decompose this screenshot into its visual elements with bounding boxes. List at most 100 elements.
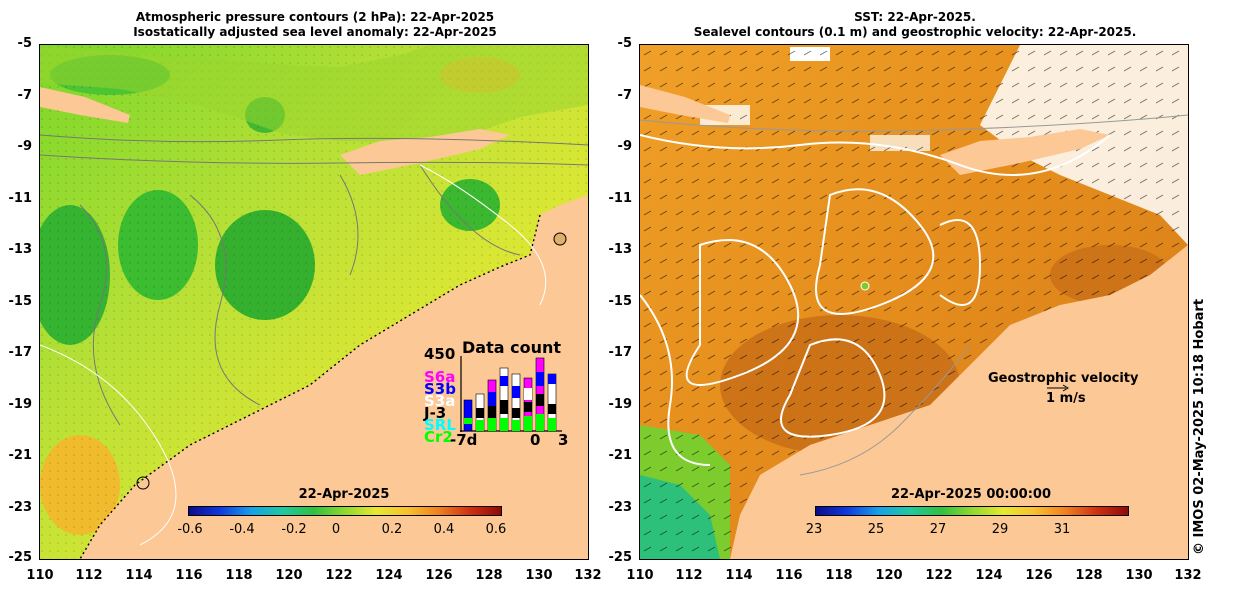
java-island — [40, 87, 130, 123]
sla-cbar-tick: -0.4 — [229, 522, 255, 537]
data-count-histogram — [460, 356, 562, 432]
sla-cbar-tick: -0.2 — [281, 522, 307, 537]
imos-credit: © IMOS 02-May-2025 10:18 Hobart — [1192, 298, 1207, 555]
mission-j3: J-3 — [424, 404, 447, 422]
australia-land — [80, 195, 588, 559]
mission-cr2: Cr2 — [424, 428, 453, 446]
sst-colorbar-date: 22-Apr-2025 00:00:00 — [890, 487, 1052, 502]
sla-colorbar-date: 22-Apr-2025 — [298, 487, 390, 502]
sea-level-anomaly-map[interactable] — [39, 44, 589, 560]
x-tick: 122 — [325, 568, 353, 583]
timor-island — [940, 129, 1110, 175]
y-tick: -5 — [17, 36, 32, 51]
x-tick: 116 — [775, 568, 803, 583]
x-tick: 126 — [1025, 568, 1053, 583]
data-count-ymax: 450 — [424, 345, 456, 363]
sst-map-canvas — [640, 45, 1188, 559]
data-count-title: Data count — [462, 338, 561, 357]
x-tick: 124 — [375, 568, 403, 583]
bathymetry-contours — [640, 114, 1188, 476]
sla-cbar-tick: -0.6 — [177, 522, 203, 537]
left-map-title: Atmospheric pressure contours (2 hPa): 2… — [40, 10, 590, 40]
x-tick: 130 — [525, 568, 553, 583]
sst-feature-marker[interactable] — [860, 281, 870, 291]
x-tick: 114 — [125, 568, 153, 583]
y-tick: -15 — [608, 294, 633, 309]
y-tick: -7 — [617, 88, 632, 103]
sst-cbar-tick: 31 — [1053, 522, 1071, 537]
y-tick: -19 — [8, 397, 33, 412]
sst-map[interactable] — [639, 44, 1189, 560]
mission-s6a: S6a — [424, 368, 456, 386]
y-tick: -11 — [8, 191, 33, 206]
java-island — [640, 85, 730, 123]
y-tick: -21 — [8, 448, 33, 463]
x-tick: 112 — [75, 568, 103, 583]
y-tick: -23 — [8, 500, 33, 515]
y-tick: -9 — [17, 139, 32, 154]
velocity-arrow-icon — [1047, 384, 1069, 392]
mission-s3a: S3a — [424, 392, 456, 410]
x-tick: 110 — [26, 568, 54, 583]
y-tick: -11 — [608, 191, 633, 206]
sst-cbar-tick: 27 — [929, 522, 947, 537]
x-tick: 132 — [1174, 568, 1202, 583]
station-marker[interactable] — [136, 476, 150, 490]
right-map-title: SST: 22-Apr-2025. Sealevel contours (0.1… — [640, 10, 1190, 40]
x-tick: 128 — [475, 568, 503, 583]
y-tick: -5 — [617, 36, 632, 51]
data-count-xlabel-start: -7d — [450, 431, 478, 449]
y-tick: -13 — [8, 242, 33, 257]
shelf-edge-contour — [79, 214, 541, 559]
sla-colorbar-scale — [188, 506, 502, 516]
x-tick: 122 — [925, 568, 953, 583]
sst-cbar-tick: 29 — [991, 522, 1009, 537]
x-tick: 118 — [825, 568, 853, 583]
mission-s3b: S3b — [424, 380, 456, 398]
y-tick: -25 — [8, 550, 33, 565]
y-tick: -9 — [617, 139, 632, 154]
right-title-line2: Sealevel contours (0.1 m) and geostrophi… — [693, 25, 1137, 39]
timor-island — [340, 129, 510, 175]
australia-land — [730, 245, 1188, 559]
y-tick: -15 — [8, 294, 33, 309]
data-count-xlabel-end: 3 — [558, 431, 569, 449]
bathymetry-contours — [40, 134, 588, 426]
x-tick: 112 — [675, 568, 703, 583]
velocity-legend-label: Geostrophic velocity — [988, 371, 1139, 386]
y-tick: -21 — [608, 448, 633, 463]
x-tick: 118 — [225, 568, 253, 583]
velocity-legend-scale: 1 m/s — [1046, 391, 1086, 406]
sea-level-contours — [640, 134, 1111, 466]
sst-colorbar-scale — [815, 506, 1129, 516]
sla-cbar-tick: 0 — [331, 522, 341, 537]
y-tick: -17 — [8, 345, 33, 360]
station-marker[interactable] — [553, 232, 567, 246]
sla-shelf — [40, 45, 588, 143]
x-tick: 116 — [175, 568, 203, 583]
y-tick: -23 — [608, 500, 633, 515]
data-count-xlabel-zero: 0 — [530, 431, 541, 449]
x-tick: 130 — [1125, 568, 1153, 583]
sst-cbar-tick: 23 — [805, 522, 823, 537]
x-tick: 114 — [725, 568, 753, 583]
histogram-bars — [463, 357, 557, 432]
y-tick: -13 — [608, 242, 633, 257]
y-tick: -17 — [608, 345, 633, 360]
x-tick: 110 — [626, 568, 654, 583]
y-tick: -25 — [608, 550, 633, 565]
sla-cbar-tick: 0.6 — [485, 522, 507, 537]
left-title-line1: Atmospheric pressure contours (2 hPa): 2… — [135, 10, 495, 24]
y-tick: -7 — [17, 88, 32, 103]
x-tick: 128 — [1075, 568, 1103, 583]
sla-map-canvas — [40, 45, 588, 559]
sla-cbar-tick: 0.2 — [381, 522, 403, 537]
right-title-line1: SST: 22-Apr-2025. — [854, 10, 976, 24]
x-tick: 126 — [425, 568, 453, 583]
x-tick: 124 — [975, 568, 1003, 583]
sst-cbar-tick: 25 — [867, 522, 885, 537]
sla-cbar-tick: 0.4 — [433, 522, 455, 537]
x-tick: 120 — [875, 568, 903, 583]
x-tick: 132 — [574, 568, 602, 583]
mission-srl: SRL — [424, 416, 456, 434]
